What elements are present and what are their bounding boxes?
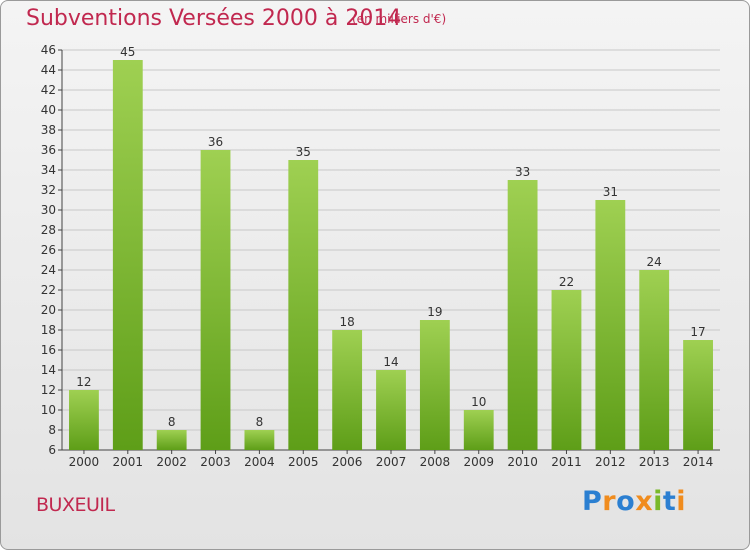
chart-title: Subventions Versées 2000 à 2014 [26,6,402,31]
bar-2002 [156,430,187,450]
bar-2013 [639,270,670,450]
logo-letter: x [635,486,654,517]
logo-letter: o [616,486,636,517]
x-tick-label-2009: 2009 [463,455,494,469]
logo-letter: i [653,486,663,517]
proxiti-logo: Proxiti [582,486,686,517]
data-label-2012: 31 [603,185,618,199]
y-tick-label: 44 [41,63,56,77]
data-labels: 12 45 8 36 8 35 18 14 19 10 33 22 31 24 17 [76,45,705,429]
logo-letter: t [662,486,677,517]
y-tick-label: 14 [41,363,56,377]
x-tick-label-2014: 2014 [683,455,714,469]
logo-letter: P [582,486,603,517]
y-tick-label: 30 [41,203,56,217]
data-label-2002: 8 [168,415,176,429]
x-tick-label-2003: 2003 [200,455,231,469]
place-name: BUXEUIL [36,494,115,516]
x-tick-label-2012: 2012 [595,455,626,469]
bar-2011 [551,290,582,450]
data-label-2006: 18 [339,315,354,329]
y-tick-label: 12 [41,383,56,397]
x-tick-label-2013: 2013 [639,455,670,469]
x-tick-label-2007: 2007 [376,455,407,469]
bar-2014 [683,340,713,450]
y-tick-label: 6 [48,443,56,457]
logo-letter: r [602,486,617,517]
logo-letter: i [676,486,687,517]
x-tick-label-2005: 2005 [288,455,319,469]
data-label-2004: 8 [256,415,264,429]
y-tick-label: 16 [41,343,56,357]
unit-note: (en milliers d'€) [352,12,447,26]
bar-2012 [595,200,626,450]
y-tick-label: 42 [41,83,56,97]
bar-2001 [112,60,143,450]
data-label-2008: 19 [427,305,442,319]
bar-2005 [288,160,319,450]
x-tick-label-2000: 2000 [69,455,100,469]
y-tick-label: 18 [41,323,56,337]
bar-2010 [507,180,538,450]
data-label-2011: 22 [559,275,574,289]
x-tick-label-2006: 2006 [332,455,363,469]
bar-2006 [332,330,363,450]
data-label-2010: 33 [515,165,530,179]
y-tick-label: 10 [41,403,56,417]
y-tick-label: 32 [41,183,56,197]
y-tick-label: 24 [41,263,56,277]
x-tick-label-2002: 2002 [156,455,187,469]
data-label-2001: 45 [120,45,135,59]
bar-2007 [376,370,406,450]
x-tick-label-2004: 2004 [244,455,275,469]
bar-2008 [419,320,450,450]
x-tick-label-2010: 2010 [507,455,538,469]
data-label-2007: 14 [383,355,398,369]
bar-2004 [244,430,275,450]
y-tick-label: 46 [41,43,56,57]
y-tick-label: 8 [48,423,56,437]
data-label-2014: 17 [690,325,705,339]
y-tick-label: 40 [41,103,56,117]
y-tick-label: 28 [41,223,56,237]
y-tick-label: 22 [41,283,56,297]
y-tick-label: 36 [41,143,56,157]
y-tick-label: 20 [41,303,56,317]
data-label-2000: 12 [76,375,91,389]
data-label-2003: 36 [208,135,223,149]
bars [69,60,713,450]
data-label-2005: 35 [296,145,311,159]
x-tick-label-2008: 2008 [420,455,451,469]
x-tick-label-2001: 2001 [113,455,144,469]
data-label-2013: 24 [647,255,662,269]
data-label-2009: 10 [471,395,486,409]
bar-2003 [200,150,231,450]
bar-2009 [463,410,494,450]
x-tick-label-2011: 2011 [551,455,582,469]
y-tick-label: 34 [41,163,56,177]
y-tick-labels: 6 8 10 12 14 16 18 20 22 24 26 28 30 32 34 36 38 40 42 44 46 [41,43,62,457]
bar-2000 [69,390,99,450]
y-tick-label: 38 [41,123,56,137]
y-tick-label: 26 [41,243,56,257]
x-tick-labels: 2000 2001 2002 2003 2004 2005 2006 2007 2008 2009… [69,450,714,469]
